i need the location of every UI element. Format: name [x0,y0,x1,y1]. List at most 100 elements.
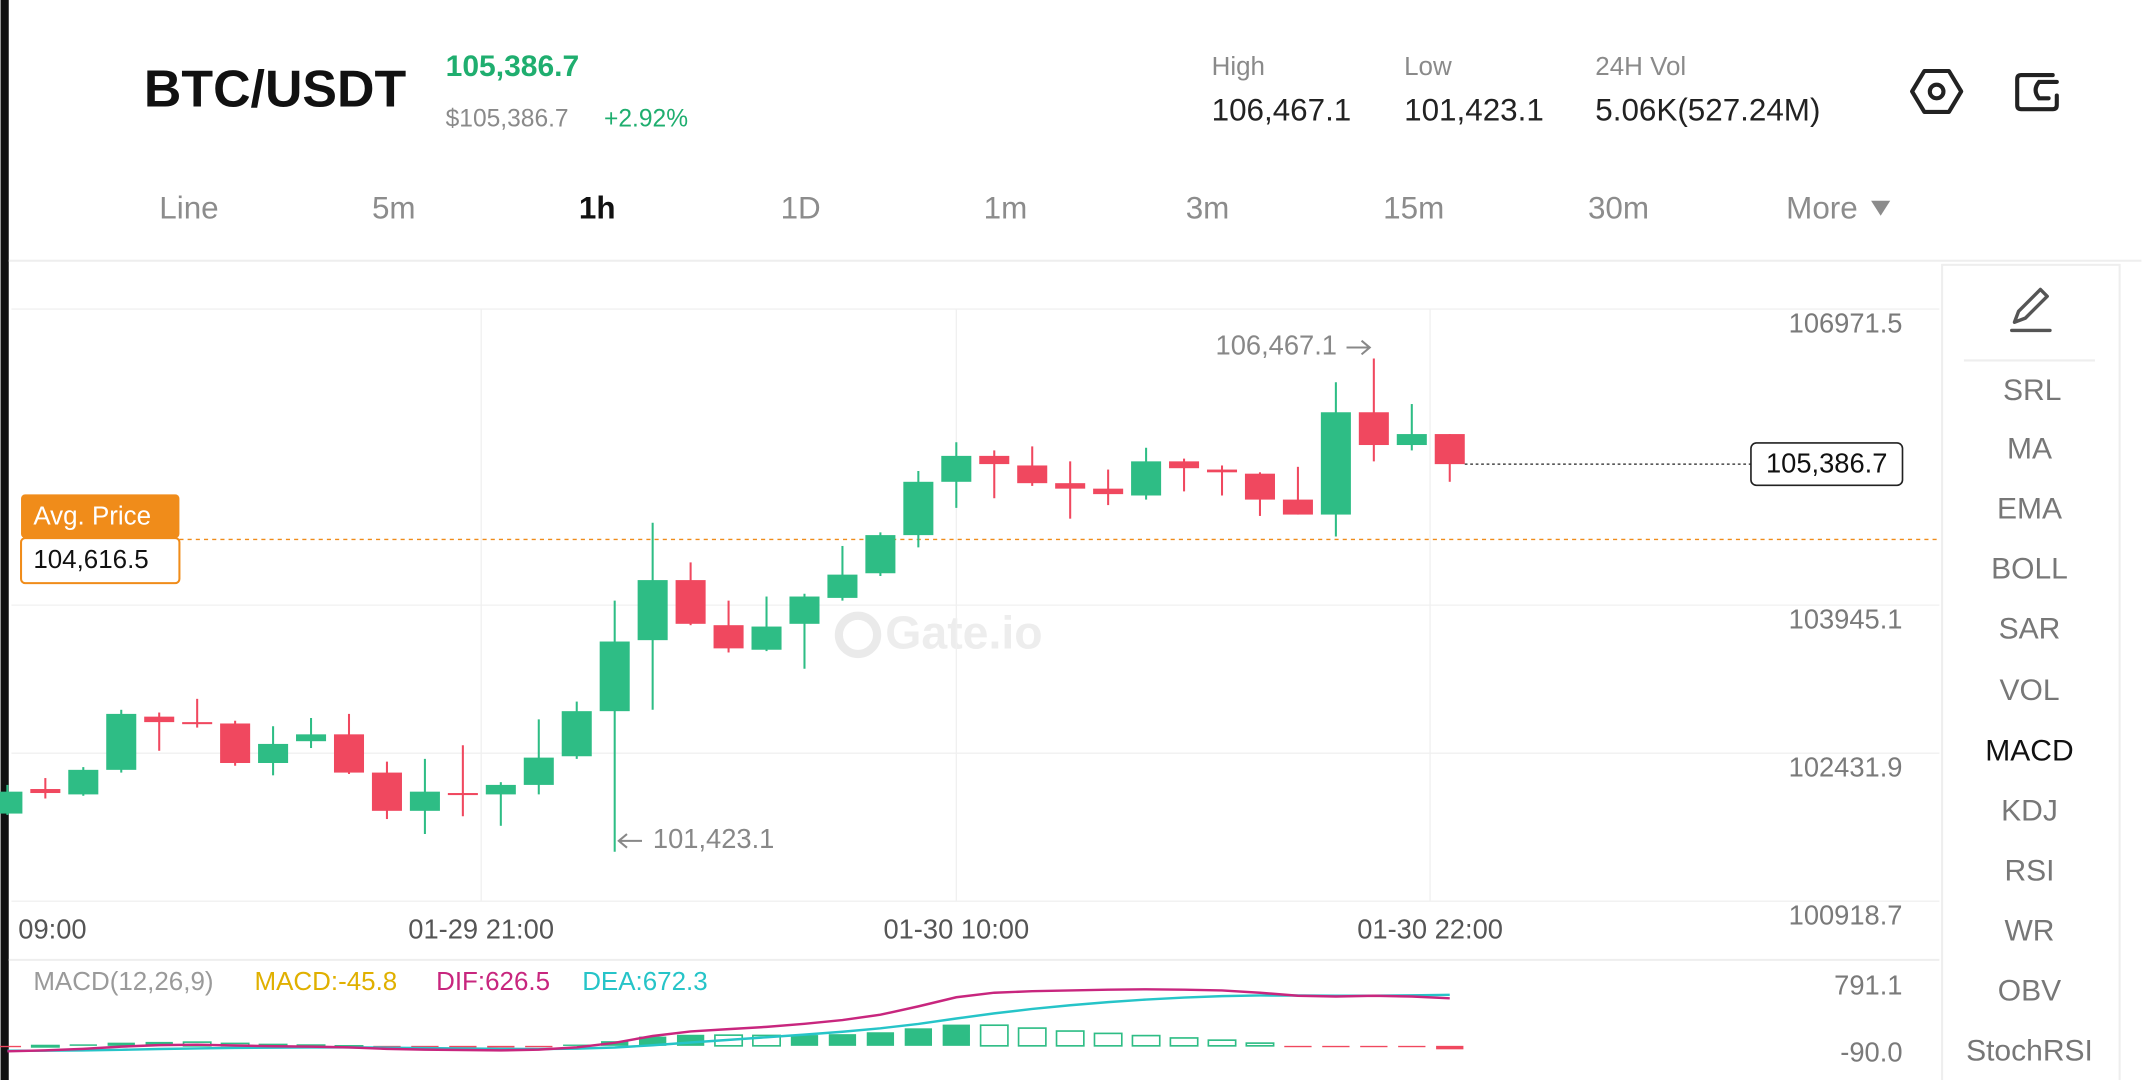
dea-line [7,993,1450,1053]
vol-label: 24H Vol [1595,53,1686,81]
indicator[interactable]: MA [2007,433,2052,466]
candle-body [561,711,592,757]
candle-body [751,626,782,650]
tab[interactable]: More [1786,191,1858,226]
vol-value: 5.06K(527.24M) [1595,92,1820,127]
indicator[interactable]: EMA [1997,493,2062,526]
avg-price-value: 104,616.5 [33,546,148,574]
macd-bar [487,1045,515,1048]
macd-bar [1169,1037,1199,1047]
tab[interactable]: 30m [1588,191,1649,226]
watermark: Gate.io [834,607,1043,659]
candle-body [523,757,554,785]
tab[interactable]: 5m [372,191,416,226]
pair: BTC/USDT [144,60,407,118]
macd-bar [639,1036,667,1046]
indicator[interactable]: WR [2004,914,2054,947]
y-tick-label: 106971.5 [1789,308,1903,339]
tab[interactable]: 1m [984,191,1028,226]
macd-bar [752,1034,781,1047]
dif-line [7,988,1450,1053]
grid-layer: 106971.5 103945.1 102431.9 100918.7 09:00 01-… [11,308,1940,1067]
tab[interactable]: Line [159,191,218,226]
indicator[interactable]: VOL [1999,674,2059,707]
low-value: 101,423.1 [1404,92,1544,127]
high-annotation: 106,467.1 [1216,330,1337,361]
macd-bar [1245,1042,1275,1047]
watermark-text: Gate.io [885,607,1042,659]
indicator[interactable]: RSI [2004,854,2054,887]
candle-body [1396,434,1427,446]
y-tick-label: 102431.9 [1789,752,1903,783]
candle-body [68,769,99,795]
candle-body [599,641,630,712]
x-tick-label: 01-30 10:00 [883,913,1029,944]
macd-bar [1055,1030,1085,1047]
macd-bar [107,1042,135,1046]
candle-body [1017,465,1048,484]
annotation-arrow [1346,339,1372,356]
candle-body [371,772,402,811]
marks-layer: Avg. Price 104,616.5 106,467.1 101,423.1 105… [0,330,1940,1053]
macd-bar [1436,1045,1464,1050]
candle-body [713,625,744,649]
macd-label: MACD:-45.8 [255,968,398,996]
x-tick-label: 01-29 21:00 [408,913,554,944]
candle-body [258,743,289,764]
settings-icon[interactable] [1910,68,1964,115]
candle-body [1169,461,1200,469]
tab[interactable]: 1D [781,191,821,226]
macd-bar [0,1045,22,1048]
indicator-panel: SRL MA EMA BOLL SAR VOL MACD KDJ RSI WR … [1941,263,2121,1080]
change: +2.92% [604,106,688,133]
tab[interactable]: 1h [579,191,616,226]
tab[interactable]: 3m [1186,191,1230,226]
indicator[interactable]: MACD [1985,734,2073,767]
candle-body [144,716,175,723]
last-price: 105,386.7 [446,50,580,83]
draw-tool[interactable] [2010,287,2052,333]
indicator[interactable]: SRL [2003,374,2061,407]
macd-bar [1398,1045,1426,1048]
indicator[interactable]: OBV [1998,975,2061,1008]
low-label: Low [1404,53,1452,81]
macd-bar [828,1034,857,1046]
candle-body [296,734,327,742]
candle-body [789,596,820,624]
macd-bar [1131,1034,1161,1047]
low-annotation: 101,423.1 [653,823,774,854]
annotation-arrow [617,833,643,849]
candle-body [675,580,706,624]
indicator[interactable]: StochRSI [1966,1035,2093,1068]
candle-body [1244,473,1275,500]
tab[interactable]: 15m [1383,191,1444,226]
candle-body [827,574,858,598]
last-price-box [1750,442,1904,487]
candle-body [447,793,478,796]
y-tick-label: 100918.7 [1789,900,1903,931]
candle-body [637,580,668,641]
macd-bar [525,1045,553,1048]
dea-label: DEA:672.3 [582,968,707,996]
candle-body [0,791,23,814]
indicator[interactable]: KDJ [2001,794,2058,827]
macd-bar [1017,1027,1047,1047]
high-value: 106,467.1 [1212,92,1352,127]
candle-body [485,784,516,795]
usd-price: $105,386.7 [446,106,569,133]
macd-bar [790,1035,819,1046]
candle-body [979,455,1010,465]
indicator[interactable]: BOLL [1991,553,2068,586]
timeframe-tabs: Line 5m 1h 1D 1m 3m 15m 30m More [159,191,1891,226]
macd-bar [30,1044,60,1048]
macd-bar [1360,1045,1388,1048]
macd-bar [1284,1045,1312,1048]
macd-bar [563,1044,591,1046]
switch-icon[interactable] [2015,73,2059,112]
macd-bar [449,1045,477,1048]
indicator[interactable]: SAR [1999,613,2061,646]
candle-body [1320,412,1351,515]
